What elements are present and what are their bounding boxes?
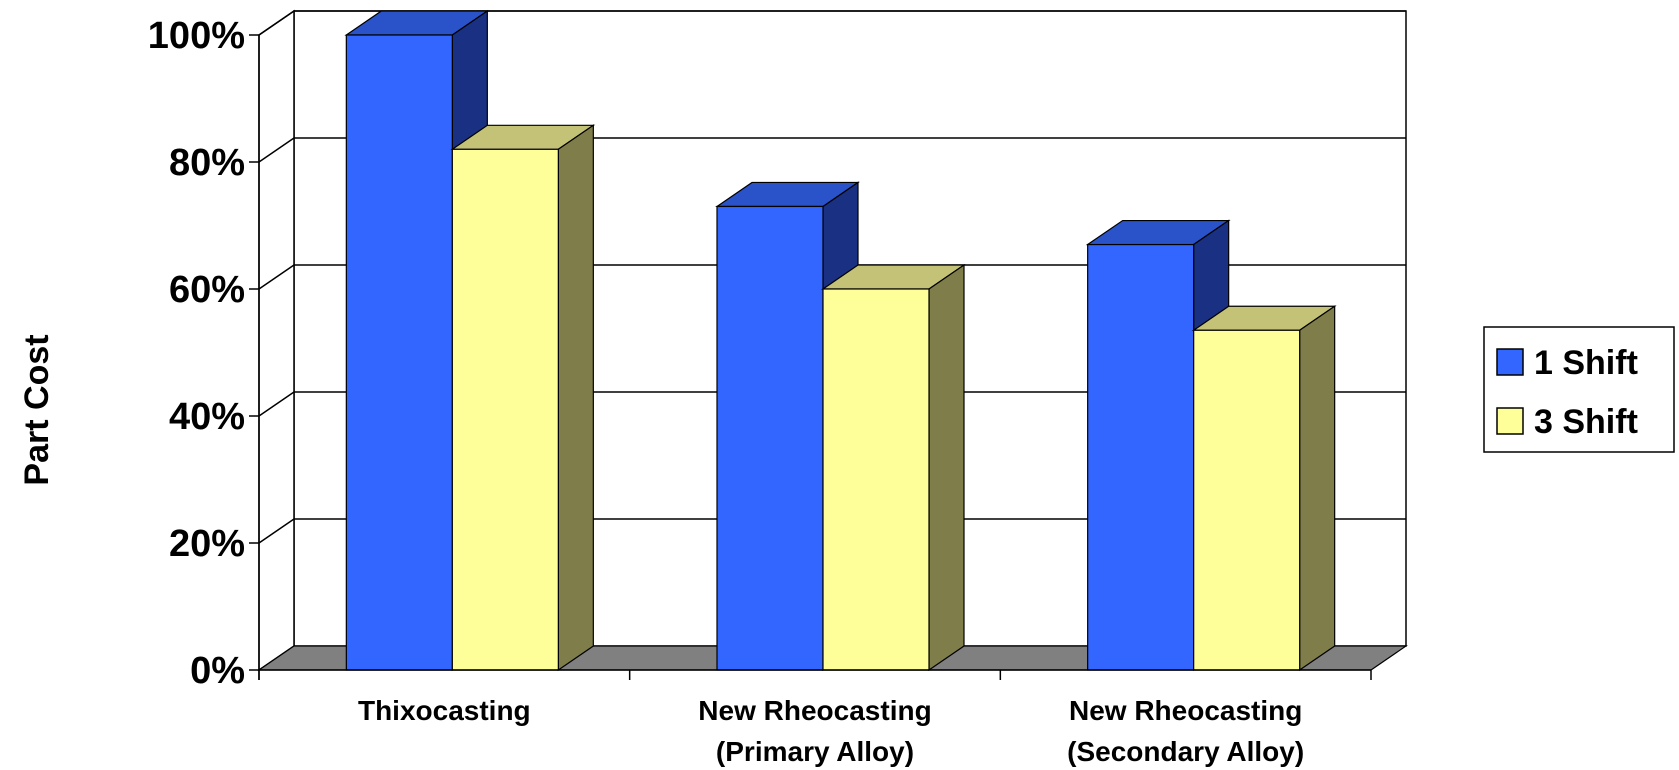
x-category-label: Thixocasting (358, 695, 531, 726)
bar-front (716, 205, 824, 671)
gridline (258, 518, 1406, 544)
axes (249, 34, 1372, 680)
y-tick-label: 20% (169, 523, 245, 565)
bar-side (1299, 305, 1336, 672)
bar-front (451, 148, 559, 671)
legend-label: 1 Shift (1534, 344, 1638, 382)
y-tick-label: 0% (190, 650, 245, 692)
y-tick-label: 60% (169, 269, 245, 311)
x-category-label: (Secondary Alloy) (1067, 736, 1304, 767)
bars (344, 9, 1337, 672)
y-tick-label: 80% (169, 142, 245, 184)
bar-front (1193, 329, 1301, 671)
gridlines (258, 10, 1406, 544)
bar-side (928, 263, 965, 672)
x-category-label: New Rheocasting (698, 695, 931, 726)
x-category-label: (Primary Alloy) (716, 736, 914, 767)
bar-front (345, 34, 453, 671)
y-axis-tick-labels: 0% 20% 40% 60% 80% 100% (148, 15, 245, 692)
y-axis-label: Part Cost (18, 334, 56, 485)
gridline (258, 391, 1406, 417)
bar-side (557, 124, 594, 672)
bar-3-shift-1 (821, 263, 966, 672)
y-tick-label: 40% (169, 396, 245, 438)
legend-label: 3 Shift (1534, 403, 1638, 441)
legend-swatch (1496, 348, 1524, 376)
y-tick-label: 100% (148, 15, 245, 57)
side-wall (258, 9, 295, 672)
bar-3-shift-2 (1191, 305, 1337, 672)
x-axis-category-labels: Thixocasting New Rheocasting (Primary Allo… (358, 695, 1304, 767)
legend: 1 Shift 3 Shift (1483, 326, 1675, 453)
x-category-label: New Rheocasting (1069, 695, 1302, 726)
bar-3-shift-0 (450, 124, 596, 672)
legend-swatch (1496, 407, 1524, 435)
gridline (258, 137, 1406, 163)
gridline (258, 264, 1406, 290)
bar-front (822, 288, 930, 671)
bar-front (1087, 243, 1195, 671)
gridline (258, 10, 1406, 36)
